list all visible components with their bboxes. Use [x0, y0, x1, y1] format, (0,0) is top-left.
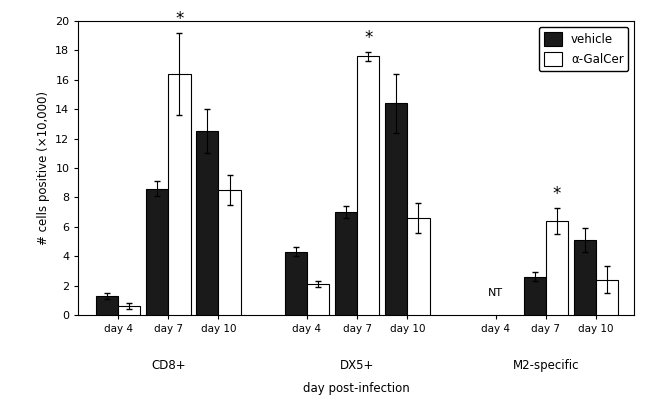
Text: DX5+: DX5+ — [340, 360, 374, 373]
Y-axis label: # cells positive (×10,000): # cells positive (×10,000) — [37, 91, 50, 245]
Text: M2-specific: M2-specific — [513, 360, 579, 373]
Bar — [596, 280, 619, 315]
Bar — [146, 189, 168, 315]
Bar — [118, 306, 141, 315]
Bar — [168, 74, 190, 315]
Bar — [546, 221, 568, 315]
Text: *: * — [175, 10, 184, 28]
Text: day post-infection: day post-infection — [303, 382, 410, 395]
Bar — [574, 240, 596, 315]
Bar — [307, 284, 329, 315]
Bar — [96, 296, 118, 315]
Bar — [218, 190, 241, 315]
Text: *: * — [553, 185, 561, 203]
Text: *: * — [364, 29, 373, 47]
Bar — [385, 103, 407, 315]
Bar — [524, 277, 546, 315]
Bar — [284, 252, 307, 315]
Bar — [407, 218, 430, 315]
Bar — [357, 56, 379, 315]
Bar — [335, 212, 357, 315]
Legend: vehicle, α-GalCer: vehicle, α-GalCer — [539, 27, 628, 71]
Bar — [196, 131, 218, 315]
Text: CD8+: CD8+ — [151, 360, 186, 373]
Text: NT: NT — [488, 288, 504, 298]
